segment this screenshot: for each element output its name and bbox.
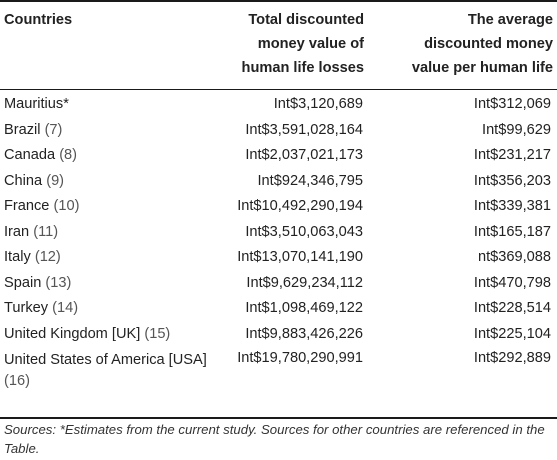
country-cell: France (10) [4,198,80,214]
header-avg-line1: The average [467,12,553,28]
table-bottom-rule [0,417,557,419]
average-cell: Int$292,889 [473,350,551,366]
reference-number: (13) [45,274,72,291]
header-total-line1: Total discounted [248,12,364,28]
average-cell: Int$339,381 [473,198,551,214]
table-body: Mauritius* Int$3,120,689 Int$312,069 Bra… [0,92,557,397]
reference-number: (14) [52,300,79,316]
table-top-rule [0,0,557,2]
table-row: Turkey (14) Int$1,098,469,122 Int$228,51… [0,296,557,322]
average-cell: Int$165,187 [473,223,551,240]
country-cell: Brazil (7) [4,121,63,138]
average-cell: nt$369,088 [477,249,551,265]
country-cell: Canada (8) [4,147,78,163]
total-cell: Int$19,780,290,991 [237,350,363,366]
average-cell: Int$470,798 [473,274,551,291]
average-cell: Int$231,217 [473,147,551,163]
table-row: Italy (12) Int$13,070,141,190 nt$369,088 [0,245,557,271]
reference-number: (15) [144,325,171,342]
total-cell: Int$1,098,469,122 [245,300,363,316]
table-row: Brazil (7) Int$3,591,028,164 Int$99,629 [0,118,557,144]
total-cell: Int$924,346,795 [257,172,364,189]
average-cell: Int$225,104 [473,325,551,342]
country-cell: China (9) [4,172,65,189]
total-cell: Int$2,037,021,173 [245,147,363,163]
country-cell: Turkey (14) [4,300,79,316]
country-cell: United Kingdom [UK] (15) [4,325,171,342]
header-countries: Countries [4,12,73,28]
table-row: France (10) Int$10,492,290,194 Int$339,3… [0,194,557,220]
average-cell: Int$356,203 [473,172,551,189]
table-row: Mauritius* Int$3,120,689 Int$312,069 [0,92,557,118]
table-footnote: Sources: *Estimates from the current stu… [4,422,545,456]
table-row: United Kingdom [UK] (15) Int$9,883,426,2… [0,322,557,348]
reference-number: (8) [59,147,78,163]
header-total-line3: human life losses [241,60,364,76]
country-cell: Iran (11) [4,223,59,240]
table-row: Iran (11) Int$3,510,063,043 Int$165,187 [0,220,557,246]
header-total-line2: money value of [257,36,364,52]
header-total-discounted: Total discounted money value of human li… [219,8,364,80]
total-cell: Int$10,492,290,194 [237,198,363,214]
reference-number: (7) [44,121,63,138]
total-cell: Int$3,120,689 [273,96,363,112]
country-cell: Mauritius* [4,96,69,112]
country-cell: Italy (12) [4,249,61,265]
table-row: United States of America [USA] (16) Int$… [0,347,557,397]
average-cell: Int$312,069 [473,96,551,112]
table-row: Canada (8) Int$2,037,021,173 Int$231,217 [0,143,557,169]
average-cell: Int$99,629 [482,121,551,138]
header-average-value: The average discounted money value per h… [395,8,553,80]
table-row: China (9) Int$924,346,795 Int$356,203 [0,169,557,195]
table-row: Spain (13) Int$9,629,234,112 Int$470,798 [0,271,557,297]
total-cell: Int$13,070,141,190 [237,249,363,265]
country-cell: United States of America [USA] (16) [4,352,207,389]
reference-number: (12) [34,249,61,265]
total-cell: Int$3,510,063,043 [245,223,363,240]
total-cell: Int$9,629,234,112 [246,274,363,291]
reference-number: (11) [33,223,59,240]
header-rule [0,89,557,90]
total-cell: Int$9,883,426,226 [245,325,363,342]
average-cell: Int$228,514 [473,300,551,316]
total-cell: Int$3,591,028,164 [245,121,363,138]
reference-number: (16) [4,373,30,389]
header-avg-line3: value per human life [411,60,553,76]
country-cell: Spain (13) [4,274,72,291]
reference-number: (9) [46,172,65,189]
header-avg-line2: discounted money [424,36,553,52]
reference-number: (10) [53,198,80,214]
